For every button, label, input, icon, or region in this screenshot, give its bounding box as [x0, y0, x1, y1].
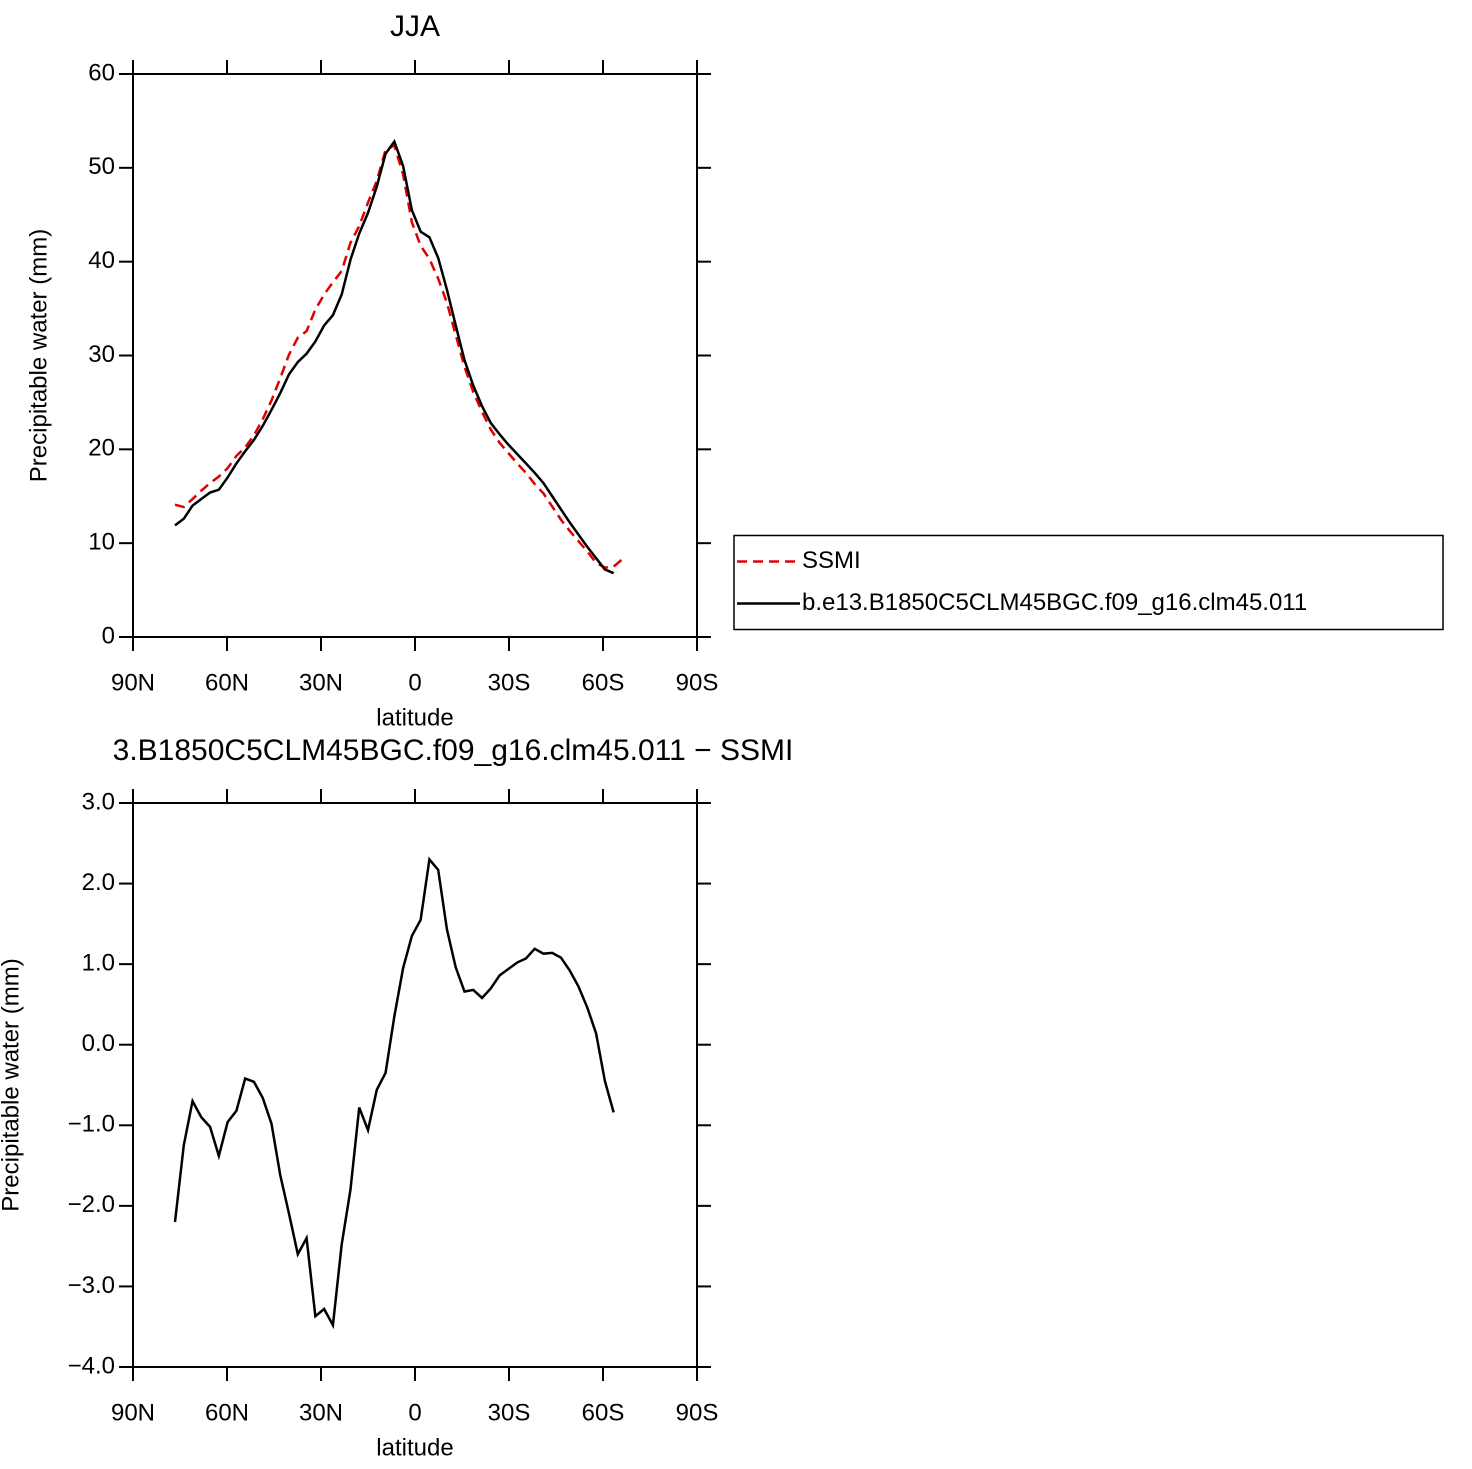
y-tick-label: 40	[88, 247, 115, 274]
y-tick-label: −3.0	[68, 1272, 115, 1299]
y-tick-label: 60	[88, 59, 115, 86]
legend-box	[733, 534, 1444, 631]
y-tick-label: 2.0	[82, 869, 115, 896]
y-axis-label: Precipitable water (mm)	[0, 958, 24, 1211]
chart-title: JJA	[390, 10, 440, 43]
y-tick-label: −4.0	[68, 1352, 115, 1379]
x-tick-label: 30S	[488, 1399, 531, 1426]
data-line	[174, 143, 624, 569]
y-tick-label: 3.0	[82, 788, 115, 815]
y-tick-label: −1.0	[68, 1111, 115, 1138]
chart-title: 3.B1850C5CLM45BGC.f09_g16.clm45.011 − SS…	[113, 734, 794, 767]
x-tick-label: 90S	[676, 1399, 719, 1426]
x-tick-label: 90N	[111, 669, 155, 696]
legend: SSMI b.e13.B1850C5CLM45BGC.f09_g16.clm45.…	[733, 534, 1444, 631]
y-tick-label: −2.0	[68, 1191, 115, 1218]
x-axis-label: latitude	[376, 704, 453, 731]
y-axis-label: Precipitable water (mm)	[25, 229, 52, 482]
legend-label: b.e13.B1850C5CLM45BGC.f09_g16.clm45.011	[802, 589, 1307, 616]
x-tick-label: 90N	[111, 1399, 155, 1426]
plot-frame	[132, 802, 698, 1368]
data-line	[173, 856, 615, 1330]
y-tick-label: 50	[88, 153, 115, 180]
x-tick-label: 0	[408, 1399, 421, 1426]
y-tick-label: 10	[88, 529, 115, 556]
legend-label: SSMI	[802, 547, 861, 574]
data-line	[174, 138, 615, 575]
y-tick-label: 0	[102, 622, 115, 649]
x-tick-label: 30N	[299, 669, 343, 696]
x-tick-label: 60S	[582, 669, 625, 696]
y-tick-label: 30	[88, 341, 115, 368]
y-tick-label: 1.0	[82, 949, 115, 976]
x-tick-label: 60N	[205, 1399, 249, 1426]
plot-frame	[132, 73, 698, 638]
x-tick-label: 90S	[676, 669, 719, 696]
x-axis-label: latitude	[376, 1434, 453, 1461]
x-tick-label: 60N	[205, 669, 249, 696]
y-tick-label: 0.0	[82, 1030, 115, 1057]
x-tick-label: 30S	[488, 669, 531, 696]
x-tick-label: 30N	[299, 1399, 343, 1426]
y-tick-label: 20	[88, 435, 115, 462]
x-tick-label: 60S	[582, 1399, 625, 1426]
x-tick-label: 0	[408, 669, 421, 696]
